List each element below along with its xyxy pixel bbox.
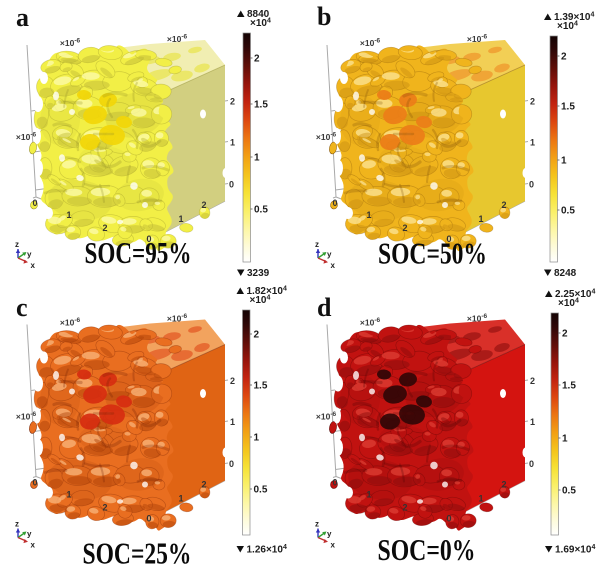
svg-text:1.5: 1.5 — [561, 102, 575, 113]
svg-text:1.69×104: 1.69×104 — [555, 544, 595, 556]
svg-text:2: 2 — [561, 52, 567, 63]
svg-text:2: 2 — [254, 54, 260, 65]
svg-text:0.5: 0.5 — [562, 486, 576, 497]
svg-text:8248: 8248 — [554, 268, 577, 279]
svg-text:2.25×104: 2.25×104 — [555, 289, 595, 301]
svg-text:2: 2 — [562, 329, 568, 340]
svg-text:×104: ×104 — [250, 295, 271, 307]
svg-text:SOC=50%: SOC=50% — [378, 236, 487, 271]
svg-text:1.39×104: 1.39×104 — [554, 12, 594, 24]
svg-text:1: 1 — [254, 433, 260, 444]
svg-text:×104: ×104 — [250, 18, 271, 30]
svg-text:2: 2 — [254, 330, 260, 341]
svg-text:c: c — [16, 293, 28, 322]
svg-text:1: 1 — [562, 434, 568, 445]
svg-text:×104: ×104 — [558, 298, 579, 310]
svg-text:SOC=0%: SOC=0% — [378, 532, 476, 566]
svg-text:0.5: 0.5 — [254, 485, 268, 496]
svg-text:1.82×104: 1.82×104 — [247, 286, 287, 298]
svg-text:1: 1 — [254, 153, 260, 164]
svg-text:0.5: 0.5 — [254, 205, 268, 216]
svg-text:1: 1 — [561, 156, 567, 167]
svg-text:d: d — [317, 293, 332, 322]
svg-text:1.26×104: 1.26×104 — [247, 544, 287, 556]
svg-text:SOC=95%: SOC=95% — [85, 235, 192, 270]
svg-text:0.5: 0.5 — [561, 206, 575, 217]
svg-text:1.5: 1.5 — [254, 100, 268, 111]
svg-text:×104: ×104 — [557, 21, 578, 33]
svg-text:8840: 8840 — [247, 9, 270, 20]
svg-text:SOC=25%: SOC=25% — [83, 536, 192, 566]
svg-text:a: a — [16, 3, 29, 32]
svg-text:1.5: 1.5 — [254, 381, 268, 392]
svg-text:b: b — [317, 2, 331, 31]
svg-text:1.5: 1.5 — [562, 381, 576, 392]
svg-text:3239: 3239 — [247, 268, 270, 279]
